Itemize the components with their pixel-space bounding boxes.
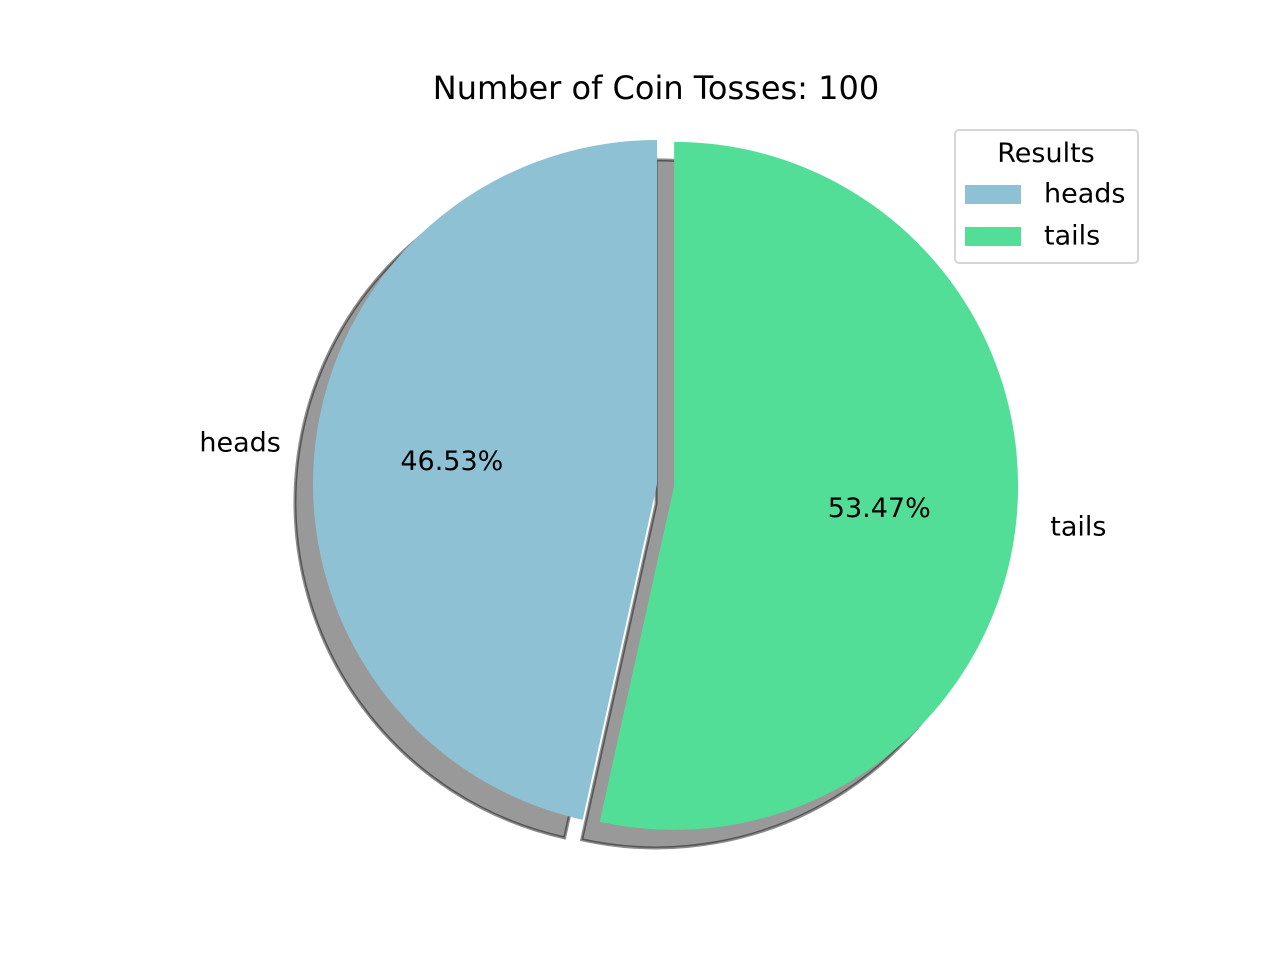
slice-label-heads: heads bbox=[199, 427, 280, 458]
chart-title: Number of Coin Tosses: 100 bbox=[433, 69, 879, 107]
legend-swatch-heads bbox=[965, 185, 1021, 204]
legend-title: Results bbox=[997, 138, 1095, 169]
slice-label-tails: tails bbox=[1050, 512, 1106, 543]
legend: Results heads tails bbox=[954, 129, 1139, 264]
slice-pct-heads: 46.53% bbox=[400, 446, 503, 477]
slice-heads bbox=[312, 140, 657, 820]
legend-label-tails: tails bbox=[1044, 221, 1100, 252]
legend-label-heads: heads bbox=[1044, 179, 1125, 210]
legend-entries: heads tails bbox=[965, 179, 1125, 252]
legend-swatch-tails bbox=[965, 227, 1021, 246]
slice-labels: heads 46.53% tails 53.47% bbox=[199, 427, 1106, 542]
slice-pct-tails: 53.47% bbox=[828, 493, 931, 524]
slice-tails bbox=[599, 141, 1019, 830]
pie-slices bbox=[312, 140, 1019, 830]
